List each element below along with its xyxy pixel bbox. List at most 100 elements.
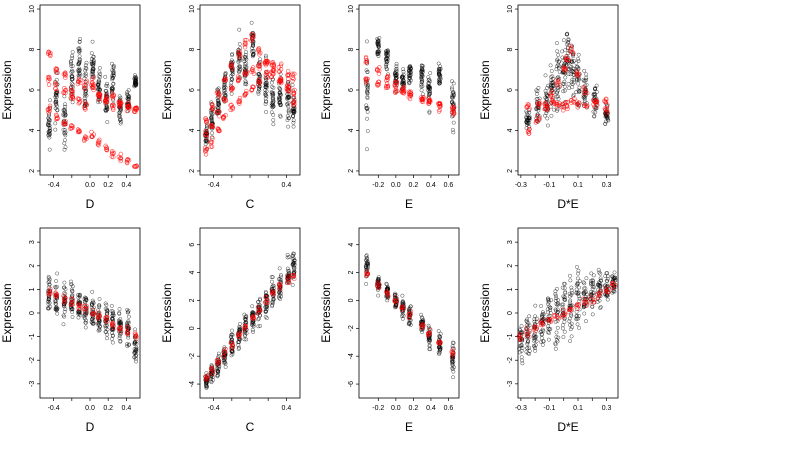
observed-point xyxy=(243,49,248,54)
observed-point xyxy=(110,88,114,93)
observed-point xyxy=(570,325,574,330)
observed-point xyxy=(63,102,67,107)
observed-point xyxy=(105,308,110,313)
fitted-point xyxy=(95,93,101,98)
observed-point xyxy=(555,301,560,306)
observed-point xyxy=(613,277,618,282)
observed-point xyxy=(527,345,531,350)
fitted-point xyxy=(394,79,400,84)
observed-point xyxy=(543,73,548,78)
observed-point xyxy=(97,327,102,331)
fitted-point xyxy=(116,154,122,160)
observed-point xyxy=(210,111,215,116)
fitted-point xyxy=(118,101,123,106)
observed-point xyxy=(77,311,82,316)
observed-point xyxy=(210,377,215,382)
observed-point xyxy=(406,72,411,77)
x-tick-label: 0.2 xyxy=(103,182,113,189)
observed-point xyxy=(89,51,94,56)
x-tick-label: 0.0 xyxy=(85,182,95,189)
fitted-point xyxy=(570,50,575,55)
fitted-point xyxy=(223,78,228,83)
observed-point xyxy=(555,325,560,330)
fitted-series-1 xyxy=(45,286,139,341)
fitted-point xyxy=(230,85,235,91)
plot-frame xyxy=(358,227,460,399)
fitted-series-1 xyxy=(516,280,618,343)
scatter-panel-3: -0.2 0.0 0.2 0.4 0.6 2 4 6 8 10 E Expression xyxy=(319,4,460,211)
observed-point xyxy=(555,286,559,291)
fitted-point xyxy=(605,102,610,107)
y-tick-label: 8 xyxy=(348,47,355,51)
observed-point xyxy=(251,49,256,54)
observed-point xyxy=(125,307,130,312)
fitted-point xyxy=(270,72,276,77)
fitted-point xyxy=(256,49,262,54)
fitted-point xyxy=(82,83,88,88)
observed-point xyxy=(215,373,220,378)
observed-point xyxy=(603,121,608,126)
observed-point xyxy=(553,307,558,312)
fitted-point xyxy=(375,67,380,73)
x-tick-label: -0.4 xyxy=(48,405,60,412)
observed-point xyxy=(292,266,297,270)
observed-point xyxy=(109,303,114,308)
observed-point xyxy=(242,312,247,317)
fitted-point xyxy=(90,76,95,82)
observed-point xyxy=(531,338,536,343)
observed-point xyxy=(554,335,559,339)
fitted-point xyxy=(70,297,75,302)
observed-point xyxy=(584,276,589,281)
observed-point xyxy=(222,360,227,365)
fitted-point xyxy=(216,92,222,97)
observed-point xyxy=(271,100,276,105)
observed-point xyxy=(555,107,560,112)
observed-point xyxy=(556,66,561,70)
observed-point xyxy=(77,40,82,44)
observed-point xyxy=(549,85,554,90)
observed-point xyxy=(567,319,572,324)
observed-point xyxy=(46,297,51,302)
observed-point xyxy=(561,335,566,339)
observed-point xyxy=(125,344,130,349)
observed-point xyxy=(426,78,431,83)
fitted-point xyxy=(210,102,215,108)
fitted-series-1 xyxy=(524,96,610,113)
observed-point xyxy=(560,55,565,60)
fitted-point xyxy=(549,317,554,323)
fitted-point xyxy=(278,76,284,82)
observed-point xyxy=(554,41,559,46)
x-axis-title: E xyxy=(405,197,413,211)
observed-point xyxy=(209,100,214,105)
fitted-point xyxy=(210,124,215,129)
fitted-point xyxy=(363,80,369,85)
observed-point xyxy=(376,38,381,42)
observed-point xyxy=(450,114,455,119)
observed-point xyxy=(364,258,369,263)
observed-point xyxy=(539,304,543,308)
fitted-point xyxy=(574,101,580,107)
observed-point xyxy=(277,86,282,91)
observed-point xyxy=(278,296,283,301)
observed-point xyxy=(569,64,574,69)
y-tick-label: 4 xyxy=(507,128,514,132)
observed-point xyxy=(419,73,424,78)
fitted-point xyxy=(604,106,610,112)
fitted-point xyxy=(278,78,284,84)
fitted-point xyxy=(287,85,292,90)
observed-point xyxy=(604,119,609,124)
observed-point xyxy=(582,281,587,286)
fitted-point xyxy=(250,313,256,319)
observed-point xyxy=(592,114,597,119)
observed-point xyxy=(584,77,589,82)
observed-point xyxy=(237,27,242,32)
fitted-point xyxy=(89,311,95,317)
observed-point xyxy=(449,87,454,92)
observed-point xyxy=(62,147,67,152)
fitted-point xyxy=(46,50,51,55)
fitted-point xyxy=(76,129,82,135)
fitted-series-2 xyxy=(363,54,457,117)
observed-point xyxy=(547,331,552,335)
observed-point xyxy=(527,124,532,129)
observed-point xyxy=(264,81,269,85)
